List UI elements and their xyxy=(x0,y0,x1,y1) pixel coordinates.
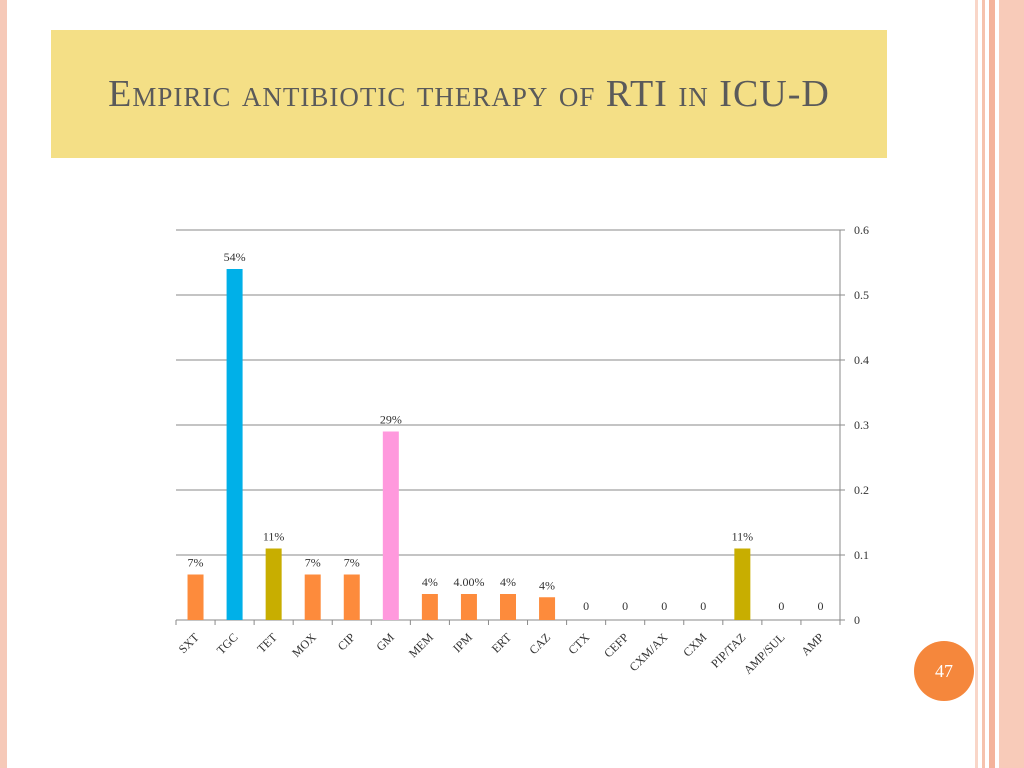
bar-mox xyxy=(304,574,321,620)
x-axis-tick-labels: SXT TGC TET MOX CIP GM MEM IPM ERT CAZ CTX CEFPCXM/… xyxy=(176,630,827,677)
data-label: 4% xyxy=(422,575,438,589)
data-label: 29% xyxy=(380,413,402,427)
data-label: 11% xyxy=(263,530,285,544)
x-tick-label: CAZ xyxy=(526,630,553,657)
data-labels: 7% 54% 11% 7% 7% 29% 4% 4.00% 4% 4% 0 0 0 0 11% 0 0 xyxy=(188,250,824,613)
data-label: 0 xyxy=(817,599,823,613)
data-label: 7% xyxy=(344,556,360,570)
x-tick-label: IPM xyxy=(450,630,475,655)
bar-tet xyxy=(265,548,282,620)
bar-caz xyxy=(539,597,556,620)
x-tick-label: CXM/AX xyxy=(627,630,671,674)
left-decorative-stripe xyxy=(0,0,7,768)
bar-mem xyxy=(421,594,438,620)
x-tick-label: TET xyxy=(254,630,280,656)
slide-title: Empiric antibiotic therapy of RTI in ICU… xyxy=(108,73,830,115)
bar-ipm xyxy=(460,594,477,620)
data-label: 4% xyxy=(539,578,555,592)
data-label: 0 xyxy=(622,599,628,613)
y-tick-label: 0.1 xyxy=(854,548,869,562)
x-tick-label: TGC xyxy=(214,630,241,657)
data-label: 0 xyxy=(778,599,784,613)
bar-tgc xyxy=(226,269,243,620)
data-label: 0 xyxy=(700,599,706,613)
x-tick-label: AMP/SUL xyxy=(741,630,788,677)
x-tick-label: CTX xyxy=(565,630,592,657)
x-tick-label: GM xyxy=(373,630,397,654)
x-tick-label: AMP xyxy=(798,630,827,659)
bar-pip-taz xyxy=(734,548,751,620)
data-label: 4% xyxy=(500,575,516,589)
x-tick-label: CEFP xyxy=(601,630,631,660)
x-tick-label: CXM xyxy=(680,630,709,659)
x-tick-label: MOX xyxy=(289,630,319,660)
bars xyxy=(187,269,751,620)
bar-sxt xyxy=(187,574,204,620)
x-tick-label: ERT xyxy=(489,630,515,656)
title-band: Empiric antibiotic therapy of RTI in ICU… xyxy=(51,30,887,158)
gridlines xyxy=(175,229,845,625)
y-tick-label: 0.5 xyxy=(854,288,869,302)
y-axis-tick-labels: 0 0.1 0.2 0.3 0.4 0.5 0.6 xyxy=(854,223,869,627)
y-tick-label: 0 xyxy=(854,613,860,627)
y-tick-label: 0.6 xyxy=(854,223,869,237)
data-label: 54% xyxy=(224,250,246,264)
data-label: 0 xyxy=(661,599,667,613)
data-label: 4.00% xyxy=(453,575,484,589)
x-tick-label: CIP xyxy=(335,630,358,653)
bar-ert xyxy=(500,594,516,620)
y-tick-label: 0.2 xyxy=(854,483,869,497)
bar-cip xyxy=(343,574,360,620)
bar-gm xyxy=(382,431,399,620)
x-tick-label: MEM xyxy=(406,630,436,660)
data-label: 7% xyxy=(188,556,204,570)
data-label: 11% xyxy=(732,530,754,544)
right-decorative-stripes xyxy=(975,0,1024,768)
y-tick-label: 0.3 xyxy=(854,418,869,432)
page-number-badge: 47 xyxy=(914,641,974,701)
y-tick-label: 0.4 xyxy=(854,353,869,367)
data-label: 7% xyxy=(305,556,321,570)
x-tick-label: SXT xyxy=(176,630,202,656)
data-label: 0 xyxy=(583,599,589,613)
